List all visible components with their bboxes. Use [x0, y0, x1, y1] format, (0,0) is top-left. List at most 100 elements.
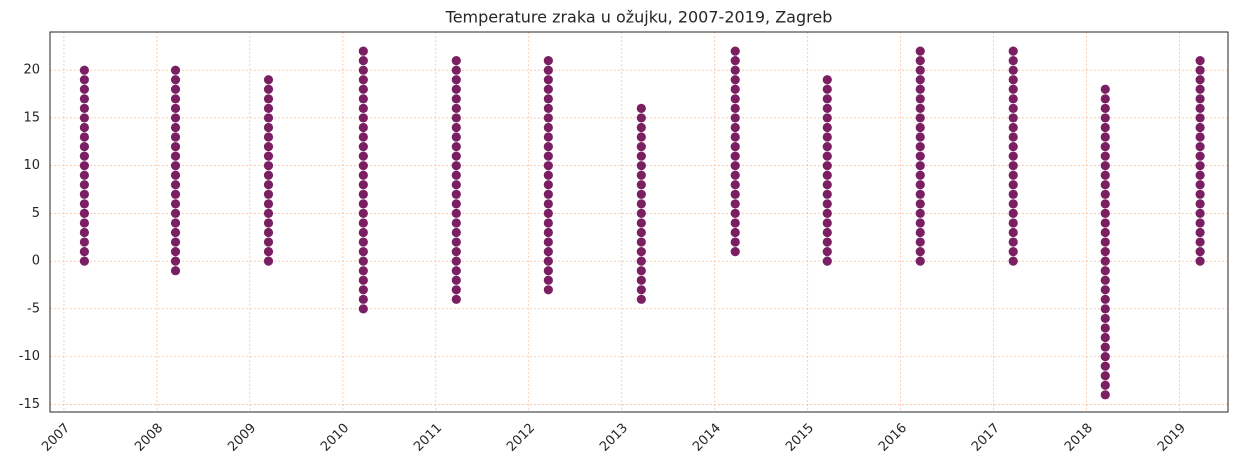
point: [915, 132, 925, 142]
point: [79, 256, 90, 266]
point: [1100, 227, 1110, 238]
point: [636, 237, 646, 247]
point: [636, 122, 646, 133]
point: [822, 246, 832, 257]
point: [1195, 170, 1205, 180]
point: [1100, 390, 1110, 400]
point: [636, 151, 646, 161]
point: [543, 65, 553, 75]
point: [358, 275, 368, 285]
point: [1100, 170, 1110, 180]
point: [1008, 218, 1018, 228]
point: [1100, 294, 1110, 304]
point: [451, 208, 461, 219]
point: [358, 132, 368, 142]
point: [451, 256, 461, 266]
point: [1195, 94, 1205, 104]
point: [170, 94, 181, 104]
point: [822, 170, 832, 180]
point: [263, 94, 274, 104]
y-tick-label: -5: [27, 301, 40, 316]
x-tick-label: 2018: [1062, 421, 1096, 455]
point: [358, 218, 368, 228]
y-tick-label: 20: [23, 63, 40, 78]
point: [1195, 103, 1205, 113]
point: [358, 151, 368, 161]
point: [730, 180, 740, 190]
point: [358, 46, 368, 56]
point: [358, 65, 368, 75]
point: [79, 141, 90, 152]
point: [543, 285, 553, 295]
point: [170, 122, 181, 133]
point: [79, 237, 90, 247]
point: [822, 141, 832, 152]
point: [730, 113, 740, 123]
point: [1008, 84, 1018, 94]
point: [543, 56, 553, 66]
point: [822, 189, 832, 199]
point: [822, 199, 832, 209]
point: [1100, 132, 1110, 142]
point: [543, 132, 553, 142]
point: [730, 94, 740, 104]
point: [730, 122, 740, 133]
point: [1100, 189, 1110, 199]
point: [1008, 122, 1018, 133]
point: [543, 227, 553, 238]
point: [730, 46, 740, 56]
point: [822, 84, 832, 94]
point: [915, 180, 925, 190]
point: [263, 218, 274, 228]
point: [543, 237, 553, 247]
point: [1195, 256, 1205, 266]
point: [915, 218, 925, 228]
point: [358, 180, 368, 190]
point: [543, 180, 553, 190]
point: [822, 132, 832, 142]
point: [263, 122, 274, 133]
point: [170, 170, 181, 180]
point: [451, 113, 461, 123]
point: [1008, 56, 1018, 66]
point: [822, 237, 832, 247]
point: [79, 170, 90, 180]
point: [1100, 94, 1110, 104]
point: [730, 132, 740, 142]
point: [170, 256, 181, 266]
point: [1195, 237, 1205, 247]
point: [358, 285, 368, 295]
point: [915, 46, 925, 56]
point: [358, 75, 368, 85]
point: [915, 227, 925, 238]
point: [1100, 352, 1110, 362]
point: [451, 180, 461, 190]
point: [79, 103, 90, 113]
point: [730, 246, 740, 257]
point: [730, 161, 740, 171]
point: [543, 113, 553, 123]
point: [358, 189, 368, 199]
point: [636, 275, 646, 285]
point: [543, 161, 553, 171]
point: [915, 161, 925, 171]
x-tick-label: 2009: [225, 421, 259, 455]
point: [543, 122, 553, 133]
point: [451, 132, 461, 142]
point: [1100, 151, 1110, 161]
y-tick-label: 10: [23, 158, 40, 173]
x-tick-label: 2019: [1155, 421, 1189, 455]
point: [451, 75, 461, 85]
point: [822, 113, 832, 123]
point: [358, 113, 368, 123]
point: [915, 56, 925, 66]
point: [543, 246, 553, 257]
point: [451, 161, 461, 171]
point: [915, 84, 925, 94]
point: [263, 84, 274, 94]
point: [543, 275, 553, 285]
point: [1100, 266, 1110, 276]
point: [1195, 161, 1205, 171]
point: [1195, 218, 1205, 228]
x-tick-label: 2010: [318, 421, 352, 455]
